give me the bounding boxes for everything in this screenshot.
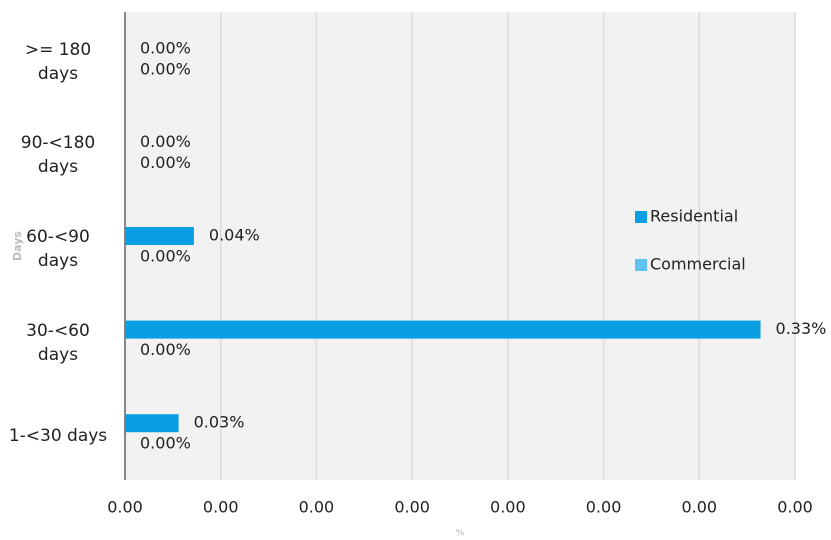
y-tick-label: 90-<180 days: [20, 133, 96, 178]
value-label: 0.00%: [140, 38, 191, 57]
value-label: 0.03%: [194, 413, 245, 432]
value-label: 0.00%: [140, 434, 191, 453]
value-label: 0.00%: [140, 247, 191, 266]
bar: [125, 227, 194, 245]
plot-area: [125, 12, 795, 480]
legend-label: Commercial: [650, 255, 746, 274]
x-tick-label: 0.00: [299, 498, 335, 517]
x-tick-label: 0.00: [586, 498, 622, 517]
y-tick-label: 30-<60 days: [26, 320, 90, 365]
bar: [125, 320, 761, 339]
x-tick-label: 0.00: [203, 498, 239, 517]
value-label: 0.00%: [140, 153, 191, 172]
x-tick-label: 0.00: [681, 498, 717, 517]
x-tick-label: 0.00: [107, 498, 143, 517]
x-axis-title: %: [456, 529, 465, 539]
value-label: 0.00%: [140, 132, 191, 151]
y-tick-label: 60-<90 days: [26, 227, 90, 271]
value-label: 0.00%: [140, 59, 191, 78]
value-label: 0.00%: [140, 340, 191, 359]
x-tick-label: 0.00: [777, 498, 813, 517]
legend-label: Residential: [650, 207, 738, 226]
x-tick-label: 0.00: [394, 498, 430, 517]
legend-swatch: [635, 259, 647, 271]
y-tick-label: >= 180 days: [24, 39, 92, 84]
legend-swatch: [635, 211, 647, 223]
x-tick-label: 0.00: [490, 498, 526, 517]
y-axis-title: Days: [11, 231, 24, 261]
value-label: 0.04%: [209, 226, 260, 245]
value-label: 0.33%: [776, 319, 827, 338]
y-tick-label: 1-<30 days: [8, 426, 108, 447]
bar: [125, 414, 179, 433]
